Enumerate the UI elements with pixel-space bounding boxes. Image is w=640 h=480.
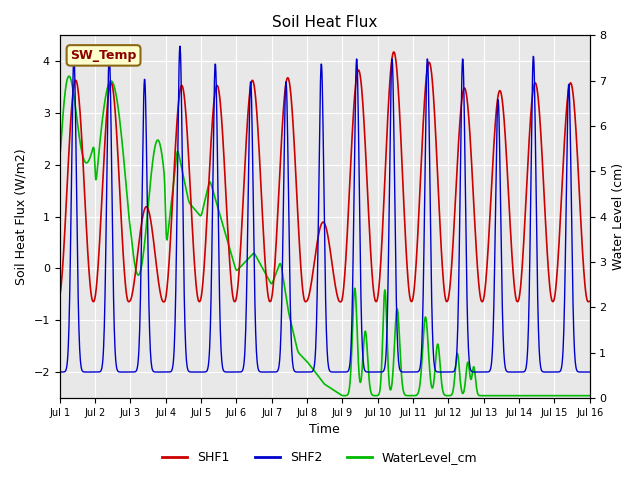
Y-axis label: Soil Heat Flux (W/m2): Soil Heat Flux (W/m2) xyxy=(15,148,28,285)
Y-axis label: Water Level (cm): Water Level (cm) xyxy=(612,163,625,270)
X-axis label: Time: Time xyxy=(309,423,340,436)
Legend: SHF1, SHF2, WaterLevel_cm: SHF1, SHF2, WaterLevel_cm xyxy=(157,446,483,469)
Text: SW_Temp: SW_Temp xyxy=(70,49,137,62)
Title: Soil Heat Flux: Soil Heat Flux xyxy=(272,15,378,30)
